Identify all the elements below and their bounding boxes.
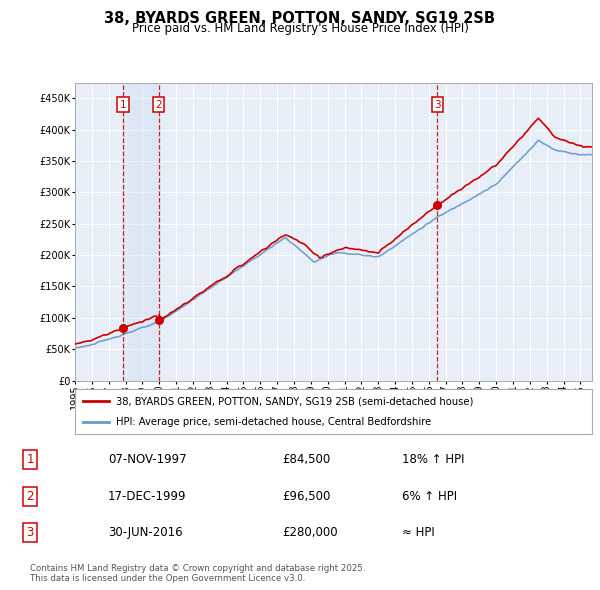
Text: 2: 2 — [155, 100, 162, 110]
Text: ≈ HPI: ≈ HPI — [402, 526, 435, 539]
Text: 3: 3 — [26, 526, 34, 539]
Text: 07-NOV-1997: 07-NOV-1997 — [108, 453, 187, 466]
Text: Contains HM Land Registry data © Crown copyright and database right 2025.
This d: Contains HM Land Registry data © Crown c… — [30, 563, 365, 583]
Text: 1: 1 — [120, 100, 127, 110]
Text: 3: 3 — [434, 100, 440, 110]
Text: 18% ↑ HPI: 18% ↑ HPI — [402, 453, 464, 466]
Text: 1: 1 — [26, 453, 34, 466]
Text: 2: 2 — [26, 490, 34, 503]
Text: 6% ↑ HPI: 6% ↑ HPI — [402, 490, 457, 503]
Text: £84,500: £84,500 — [282, 453, 330, 466]
Text: £96,500: £96,500 — [282, 490, 331, 503]
Text: 17-DEC-1999: 17-DEC-1999 — [108, 490, 187, 503]
Text: £280,000: £280,000 — [282, 526, 338, 539]
Text: HPI: Average price, semi-detached house, Central Bedfordshire: HPI: Average price, semi-detached house,… — [116, 417, 431, 427]
Bar — [123, 83, 158, 381]
Text: 30-JUN-2016: 30-JUN-2016 — [108, 526, 182, 539]
Text: 38, BYARDS GREEN, POTTON, SANDY, SG19 2SB: 38, BYARDS GREEN, POTTON, SANDY, SG19 2S… — [104, 11, 496, 25]
Text: Price paid vs. HM Land Registry's House Price Index (HPI): Price paid vs. HM Land Registry's House … — [131, 22, 469, 35]
Text: 38, BYARDS GREEN, POTTON, SANDY, SG19 2SB (semi-detached house): 38, BYARDS GREEN, POTTON, SANDY, SG19 2S… — [116, 396, 474, 407]
